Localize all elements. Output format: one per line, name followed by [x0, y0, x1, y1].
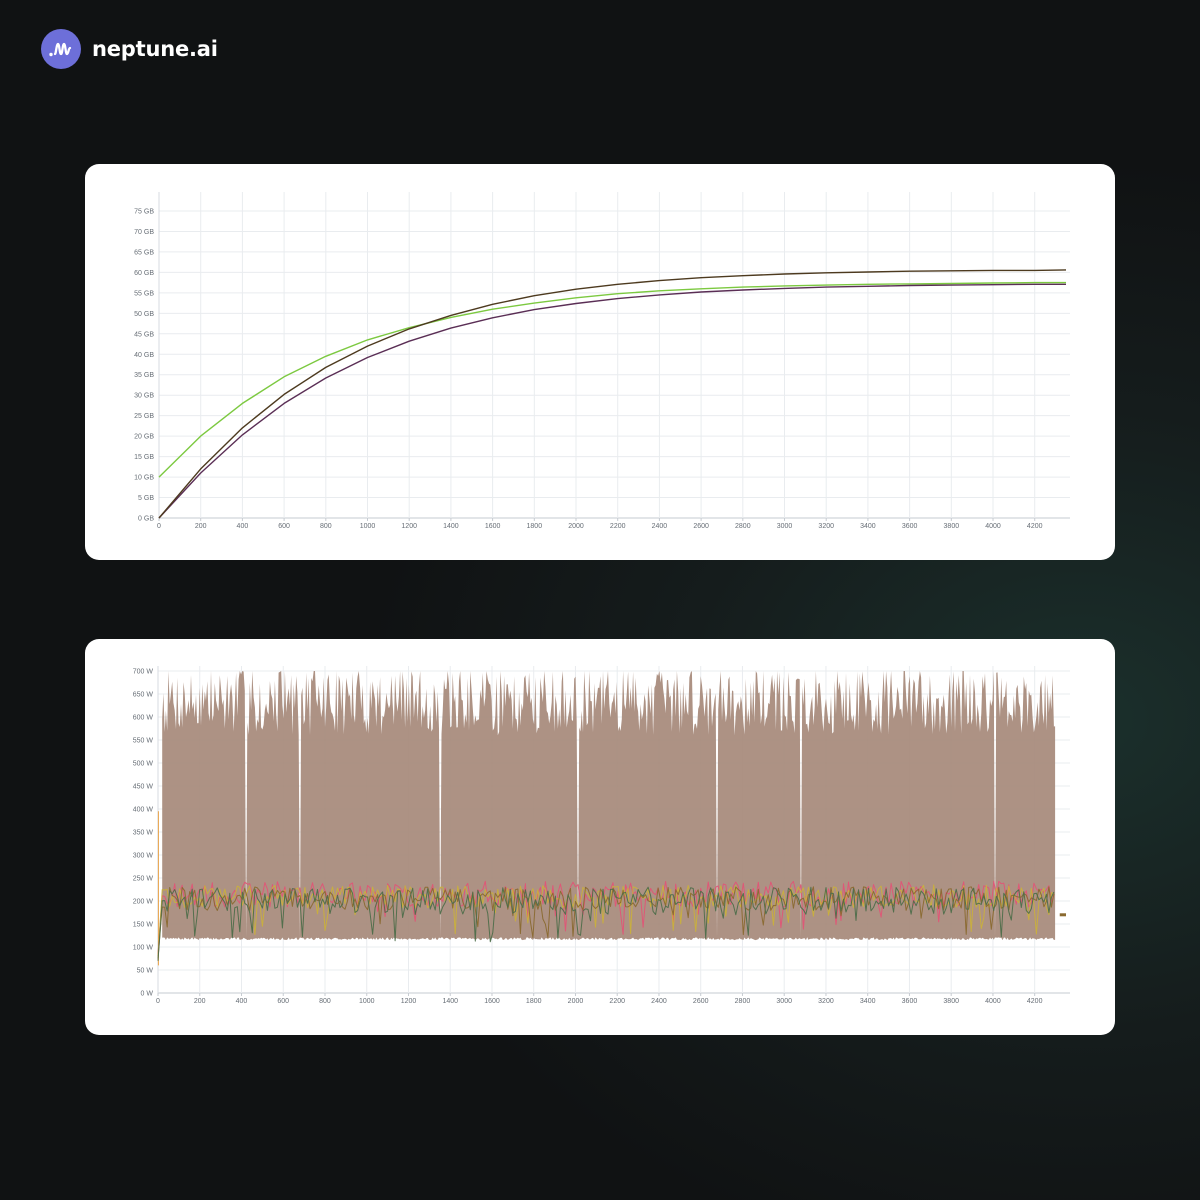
x-tick-label: 2400 — [651, 998, 667, 1005]
x-tick-label: 1800 — [526, 998, 542, 1005]
y-tick-label: 35 GB — [134, 372, 154, 379]
x-tick-label: 200 — [194, 998, 206, 1005]
memory-series-line-1 — [158, 283, 1066, 519]
y-tick-label: 45 GB — [134, 331, 154, 338]
x-tick-label: 2200 — [609, 998, 625, 1005]
y-tick-label: 10 GB — [134, 475, 154, 482]
x-tick-label: 200 — [195, 523, 207, 530]
x-tick-label: 0 — [157, 523, 161, 530]
x-tick-label: 2200 — [610, 523, 626, 530]
x-tick-label: 3400 — [860, 523, 876, 530]
y-tick-label: 300 W — [133, 853, 154, 860]
y-tick-label: 550 W — [133, 738, 154, 745]
brand: neptune.ai — [41, 29, 218, 69]
memory-usage-chart: 0 GB 5 GB 10 GB 15 GB 20 GB 25 GB 30 GB 35 GB 40… — [134, 192, 1070, 530]
x-tick-label: 2800 — [735, 998, 751, 1005]
y-tick-label: 250 W — [133, 876, 154, 883]
brand-name: neptune.ai — [92, 37, 218, 61]
x-tick-label: 800 — [320, 523, 332, 530]
x-tick-label: 600 — [277, 998, 289, 1005]
y-tick-label: 50 W — [137, 968, 154, 975]
memory-chart-card: 0 GB 5 GB 10 GB 15 GB 20 GB 25 GB 30 GB 35 GB 40… — [85, 164, 1115, 560]
x-tick-label: 4200 — [1027, 998, 1043, 1005]
x-tick-label: 2000 — [568, 523, 584, 530]
y-tick-label: 5 GB — [138, 495, 154, 502]
power-range-band — [162, 671, 1056, 941]
y-tick-label: 15 GB — [134, 454, 154, 461]
x-tick-label: 3800 — [944, 523, 960, 530]
x-tick-label: 3200 — [818, 998, 834, 1005]
x-tick-label: 800 — [319, 998, 331, 1005]
x-tick-label: 3400 — [860, 998, 876, 1005]
y-tick-label: 70 GB — [134, 229, 154, 236]
y-tick-label: 50 GB — [134, 311, 154, 318]
power-series-line-3 — [157, 886, 1055, 961]
x-tick-label: 2600 — [693, 523, 709, 530]
power-usage-chart: 0 W 50 W 100 W 150 W 200 W 250 W 300 W 350 W 400… — [133, 666, 1070, 1005]
x-tick-label: 400 — [236, 998, 248, 1005]
x-tick-label: 1200 — [401, 998, 417, 1005]
y-tick-label: 500 W — [133, 761, 154, 768]
waveform-icon — [41, 29, 81, 69]
y-tick-label: 0 GB — [138, 516, 154, 523]
x-tick-label: 1000 — [360, 523, 376, 530]
x-tick-label: 2600 — [693, 998, 709, 1005]
x-tick-label: 2400 — [652, 523, 668, 530]
x-tick-label: 4200 — [1027, 523, 1043, 530]
y-tick-label: 65 GB — [134, 249, 154, 256]
y-tick-label: 650 W — [133, 692, 154, 699]
y-tick-label: 100 W — [133, 945, 154, 952]
x-tick-label: 0 — [156, 998, 160, 1005]
x-tick-label: 1200 — [401, 523, 417, 530]
x-tick-label: 2800 — [735, 523, 751, 530]
y-tick-label: 450 W — [133, 784, 154, 791]
power-chart-card: 0 W 50 W 100 W 150 W 200 W 250 W 300 W 350 W 400… — [85, 639, 1115, 1035]
x-tick-label: 1600 — [485, 523, 501, 530]
y-tick-label: 30 GB — [134, 393, 154, 400]
y-tick-label: 400 W — [133, 807, 154, 814]
x-tick-label: 1400 — [443, 523, 459, 530]
y-tick-label: 700 W — [133, 669, 154, 676]
y-tick-label: 55 GB — [134, 290, 154, 297]
x-tick-label: 4000 — [985, 998, 1001, 1005]
x-tick-label: 3800 — [943, 998, 959, 1005]
x-tick-label: 400 — [237, 523, 249, 530]
x-tick-label: 4000 — [985, 523, 1001, 530]
y-tick-label: 350 W — [133, 830, 154, 837]
y-tick-label: 200 W — [133, 899, 154, 906]
x-tick-label: 1400 — [442, 998, 458, 1005]
x-tick-label: 3000 — [776, 998, 792, 1005]
x-tick-label: 1800 — [527, 523, 543, 530]
y-tick-label: 20 GB — [134, 434, 154, 441]
x-tick-label: 1600 — [484, 998, 500, 1005]
y-tick-label: 25 GB — [134, 413, 154, 420]
memory-series-line-0 — [158, 281, 1066, 478]
y-tick-label: 75 GB — [134, 209, 154, 216]
y-tick-label: 150 W — [133, 922, 154, 929]
x-tick-label: 2000 — [568, 998, 584, 1005]
x-tick-label: 3000 — [777, 523, 793, 530]
y-tick-label: 40 GB — [134, 352, 154, 359]
x-tick-label: 1000 — [359, 998, 375, 1005]
y-tick-label: 0 W — [141, 991, 154, 998]
x-tick-label: 3200 — [818, 523, 834, 530]
y-tick-label: 600 W — [133, 715, 154, 722]
x-tick-label: 3600 — [902, 998, 918, 1005]
power-series-line-2 — [157, 886, 1055, 959]
x-tick-label: 600 — [278, 523, 290, 530]
x-tick-label: 3600 — [902, 523, 918, 530]
y-tick-label: 60 GB — [134, 270, 154, 277]
memory-series-line-2 — [158, 269, 1067, 519]
